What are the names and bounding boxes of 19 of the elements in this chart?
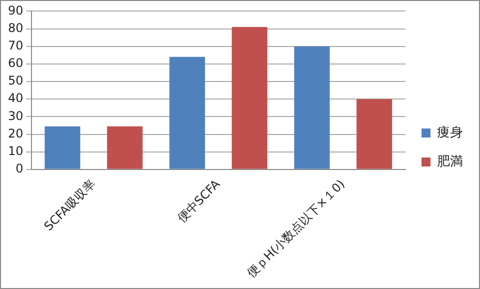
- y-tick-label: 80: [8, 20, 24, 35]
- legend-label: 肥満: [437, 154, 463, 170]
- legend-label: 痩身: [437, 125, 463, 140]
- bar: [107, 126, 143, 169]
- y-tick-label: 50: [8, 74, 24, 88]
- y-tick-label: 20: [8, 126, 24, 140]
- bar: [44, 126, 80, 169]
- bar: [232, 27, 268, 169]
- bar: [356, 99, 392, 169]
- bar: [294, 46, 330, 169]
- x-tick-label: 便ｐH(小数点以下×１0): [244, 176, 348, 280]
- y-tick-label: 60: [8, 56, 24, 70]
- y-tick-label: 30: [8, 108, 24, 123]
- y-tick-label: 90: [8, 3, 24, 18]
- y-tick-label: 10: [8, 144, 24, 158]
- y-tick-label: 40: [8, 91, 24, 106]
- y-tick-label: 70: [8, 38, 24, 52]
- y-tick-label: 0: [16, 162, 24, 176]
- bar: [169, 56, 205, 169]
